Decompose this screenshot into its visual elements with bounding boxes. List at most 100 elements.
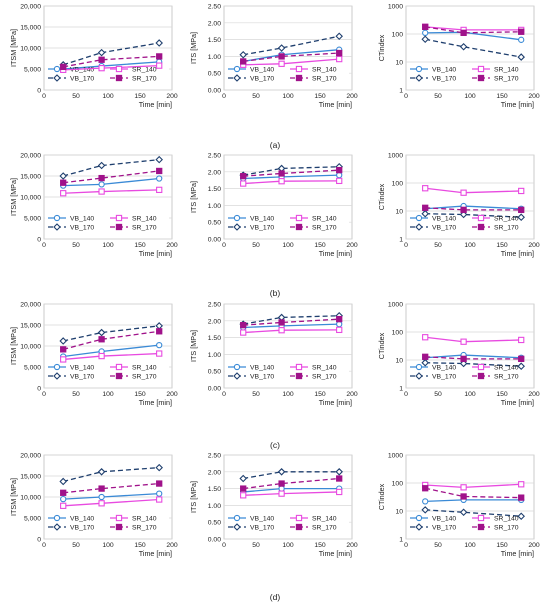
data-point xyxy=(518,494,525,501)
y-tick-label: 5,000 xyxy=(24,67,41,74)
data-point xyxy=(233,514,241,522)
data-point xyxy=(295,514,303,522)
x-tick-label: 200 xyxy=(346,242,358,249)
x-tick-label: 0 xyxy=(404,93,408,100)
data-point xyxy=(459,359,468,368)
legend-label: SR_140 xyxy=(312,365,337,372)
series-line xyxy=(243,180,340,185)
x-tick-label: 0 xyxy=(222,542,226,549)
x-axis-label: Time [min] xyxy=(319,549,352,558)
series-line xyxy=(425,336,522,343)
data-point xyxy=(518,28,525,35)
data-point xyxy=(460,29,467,36)
data-point xyxy=(240,173,247,180)
data-point xyxy=(336,488,343,496)
x-tick-label: 150 xyxy=(134,391,146,398)
x-tick-label: 150 xyxy=(314,242,326,249)
x-tick-label: 0 xyxy=(42,93,46,100)
legend-label: VB_170 xyxy=(432,374,456,381)
series-line xyxy=(243,487,340,493)
y-tick-label: 0.00 xyxy=(208,237,221,244)
x-tick-label: 100 xyxy=(102,93,114,100)
legend-label: SR_170 xyxy=(494,374,519,381)
legend-label: SR_140 xyxy=(312,67,337,74)
y-axis-label: ITSM [MPa] xyxy=(9,478,18,516)
y-axis-label: ITSM [MPa] xyxy=(9,29,18,67)
series-line xyxy=(243,58,340,66)
data-point xyxy=(477,214,485,222)
series-line xyxy=(63,158,160,177)
data-point xyxy=(59,172,67,180)
y-tick-label: 1 xyxy=(399,88,403,95)
y-tick-label: 2.00 xyxy=(208,169,221,176)
data-point xyxy=(98,500,105,507)
y-axis-label: CTindex xyxy=(377,183,386,210)
x-tick-label: 100 xyxy=(464,542,476,549)
y-tick-label: 2.00 xyxy=(208,469,221,476)
data-point xyxy=(115,514,123,522)
y-tick-label: 10 xyxy=(395,509,403,516)
data-point xyxy=(422,334,429,341)
x-axis-label: Time [min] xyxy=(319,100,352,109)
x-axis-label: Time [min] xyxy=(139,100,172,109)
legend-label: VB_140 xyxy=(250,216,274,223)
series-line xyxy=(425,26,522,34)
y-tick-label: 1000 xyxy=(388,453,403,460)
data-point xyxy=(98,181,105,188)
y-tick-label: 10 xyxy=(395,60,403,67)
x-tick-label: 0 xyxy=(404,242,408,249)
data-point xyxy=(115,214,123,222)
x-tick-label: 100 xyxy=(464,242,476,249)
data-point xyxy=(60,489,67,496)
data-point xyxy=(518,187,525,195)
series-line xyxy=(243,491,340,496)
y-tick-label: 2.50 xyxy=(208,153,221,160)
series-line xyxy=(425,207,522,211)
data-point xyxy=(477,363,485,371)
data-point xyxy=(336,321,343,328)
legend-label: SR_170 xyxy=(132,76,157,83)
x-tick-label: 150 xyxy=(496,93,508,100)
x-tick-label: 50 xyxy=(72,242,80,249)
y-tick-label: 20,000 xyxy=(20,453,41,460)
legend-label: VB_140 xyxy=(250,67,274,74)
y-tick-label: 2.50 xyxy=(208,453,221,460)
data-point xyxy=(60,356,67,363)
data-point xyxy=(336,49,343,57)
y-tick-label: 1.00 xyxy=(208,503,221,510)
x-tick-label: 50 xyxy=(434,391,442,398)
series-line xyxy=(425,483,522,488)
data-point xyxy=(415,214,423,222)
data-point xyxy=(155,463,163,472)
x-tick-label: 200 xyxy=(528,391,540,398)
data-point xyxy=(98,56,105,63)
y-tick-label: 10 xyxy=(395,209,403,216)
data-point xyxy=(477,514,485,522)
y-axis-label: ITS [MPa] xyxy=(189,330,198,362)
y-tick-label: 0 xyxy=(37,88,41,95)
x-tick-label: 50 xyxy=(434,242,442,249)
series-line xyxy=(63,170,160,184)
data-point xyxy=(517,512,525,521)
legend-label: SR_170 xyxy=(494,76,519,83)
legend xyxy=(225,362,349,384)
x-axis-label: Time [min] xyxy=(501,249,534,258)
series-line xyxy=(243,52,340,63)
series-line xyxy=(243,477,340,490)
data-point xyxy=(477,372,485,380)
legend-label: VB_170 xyxy=(432,76,456,83)
chart-0-0: 0 5,000 10,000 15,000 20,000 0 50 100 150 200 ITSM… xyxy=(9,4,178,110)
data-point xyxy=(240,329,247,336)
data-point xyxy=(421,506,429,514)
figure-caption: (a) xyxy=(270,140,281,150)
data-point xyxy=(60,63,67,71)
data-point xyxy=(477,223,485,231)
figure-caption: (b) xyxy=(270,288,281,298)
data-point xyxy=(240,492,247,499)
data-point xyxy=(115,223,123,231)
data-point xyxy=(98,493,105,501)
data-point xyxy=(295,523,303,531)
legend xyxy=(225,513,349,535)
data-point xyxy=(278,170,285,177)
